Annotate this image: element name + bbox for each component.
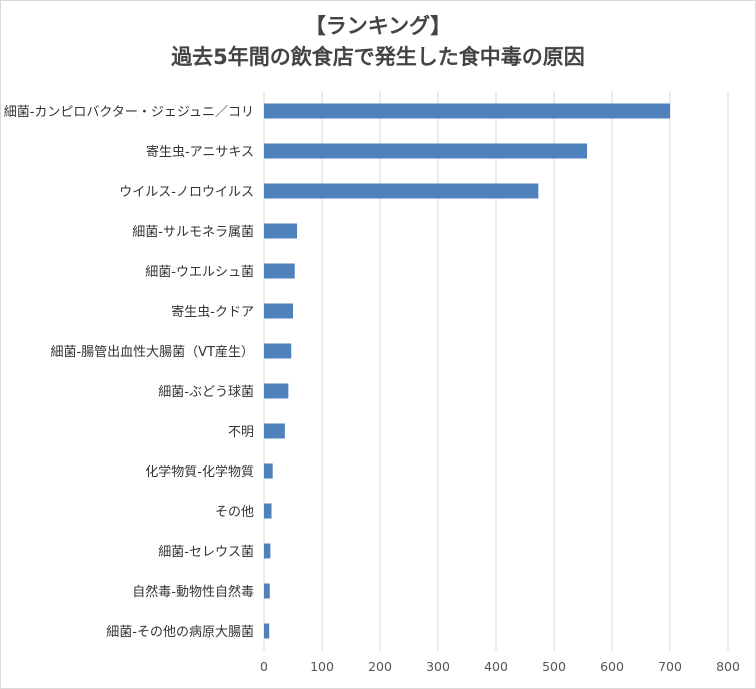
bar xyxy=(264,543,271,559)
category-label: 細菌-セレウス菌 xyxy=(158,545,254,560)
category-label: 化学物質-化学物質 xyxy=(145,464,254,480)
bar xyxy=(264,183,539,199)
category-label: その他 xyxy=(215,505,254,520)
x-tick-label: 100 xyxy=(310,659,334,674)
bar xyxy=(264,583,270,599)
category-label: ウイルス-ノロウイルス xyxy=(119,185,254,200)
x-tick-label: 500 xyxy=(542,659,566,674)
chart-title: 【ランキング】 過去5年間の飲食店で発生した食中毒の原因 xyxy=(1,11,755,73)
bar xyxy=(264,463,273,479)
x-tick-label: 700 xyxy=(658,659,682,674)
category-label: 自然毒-動物性自然毒 xyxy=(132,584,254,600)
bar xyxy=(264,423,285,439)
bar xyxy=(264,263,295,279)
x-tick-label: 0 xyxy=(260,659,268,674)
category-label: 細菌-カンピロバクター・ジェジュニ／コリ xyxy=(4,105,254,120)
x-tick-label: 600 xyxy=(600,659,624,674)
category-label: 寄生虫-アニサキス xyxy=(146,144,254,160)
bars xyxy=(264,103,670,639)
bar xyxy=(264,623,270,639)
bar xyxy=(264,143,588,159)
category-label: 細菌-腸管出血性大腸菌（VT産生） xyxy=(50,344,254,360)
x-tick-labels: 0 100 200 300 400 500 600 700 800 xyxy=(260,659,740,674)
bar xyxy=(264,303,293,319)
category-label: 細菌-その他の病原大腸菌 xyxy=(106,625,254,640)
bar xyxy=(264,503,272,519)
category-label: 細菌-ウエルシュ菌 xyxy=(145,265,254,280)
x-tick-label: 400 xyxy=(484,659,508,674)
category-labels: 細菌-カンピロバクター・ジェジュニ／コリ寄生虫-アニサキスウイルス-ノロウイルス… xyxy=(4,105,254,640)
bar xyxy=(264,383,289,399)
category-label: 細菌-ぶどう球菌 xyxy=(158,385,254,400)
x-tick-label: 300 xyxy=(426,659,450,674)
chart-title-line-1: 【ランキング】 xyxy=(304,14,452,38)
gridlines xyxy=(263,91,729,651)
bar xyxy=(264,103,670,119)
bar xyxy=(264,343,292,359)
bar xyxy=(264,223,298,239)
x-tick-label: 200 xyxy=(368,659,392,674)
chart-title-line-2: 過去5年間の飲食店で発生した食中毒の原因 xyxy=(171,45,585,69)
category-label: 寄生虫-クドア xyxy=(171,304,254,320)
x-tick-label: 800 xyxy=(716,659,740,674)
category-label: 細菌-サルモネラ属菌 xyxy=(132,225,254,240)
category-label: 不明 xyxy=(228,425,254,440)
